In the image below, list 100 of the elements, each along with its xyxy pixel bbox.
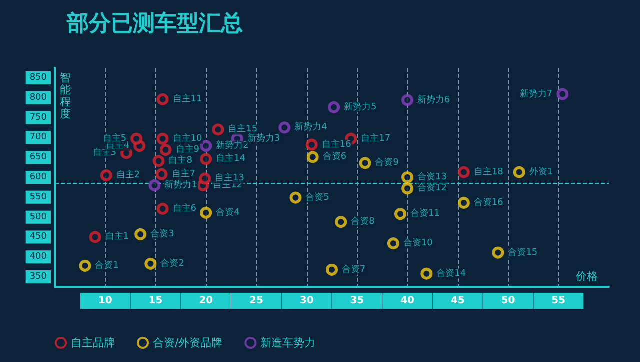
point — [156, 168, 168, 180]
y-tick-label: 650 — [30, 152, 48, 163]
x-tick-label: 35 — [350, 296, 364, 306]
point — [387, 238, 400, 250]
data-label: 自主18 — [474, 166, 504, 178]
x-tick-label: 25 — [249, 296, 264, 306]
point — [290, 192, 302, 204]
point — [328, 101, 340, 114]
data-label: 自主4 — [106, 140, 130, 152]
data-label: 新势力4 — [294, 122, 328, 133]
point — [156, 93, 169, 106]
data-label: 自主17 — [361, 132, 391, 144]
data-label: 合资6 — [322, 151, 347, 162]
data-label: 自主2 — [116, 170, 140, 181]
data-label: 新势力5 — [344, 101, 377, 112]
data-label: 自主10 — [172, 132, 203, 144]
point — [402, 172, 414, 184]
y-tick-label: 400 — [30, 252, 48, 262]
data-label: 自主9 — [176, 144, 200, 156]
point — [144, 258, 157, 270]
point — [160, 144, 172, 156]
point — [130, 132, 143, 145]
point — [89, 231, 102, 244]
point — [402, 182, 414, 195]
data-label: 自主11 — [172, 93, 202, 104]
point — [306, 151, 319, 164]
chart-title: 部分已测车型汇总 — [66, 10, 243, 36]
point — [200, 206, 212, 219]
data-label: 自主3 — [92, 147, 117, 158]
data-label: 合资8 — [351, 216, 376, 228]
data-label: 自主16 — [322, 138, 352, 150]
data-label: 合资4 — [216, 206, 240, 218]
data-label: 新势力6 — [418, 94, 451, 106]
point — [148, 179, 161, 192]
point — [556, 88, 569, 100]
legend-label: 新造车势力 — [260, 336, 316, 350]
point — [420, 268, 433, 280]
data-label: 合资2 — [160, 258, 184, 269]
point — [335, 216, 348, 228]
y-tick-label: 500 — [30, 212, 48, 222]
data-label: 新势力2 — [216, 140, 249, 152]
point — [134, 228, 147, 240]
point — [458, 196, 470, 209]
x-tick-label: 10 — [98, 296, 112, 306]
data-label: 合资7 — [342, 264, 366, 275]
data-label: 自主8 — [168, 155, 193, 166]
y-tick-label: 750 — [30, 112, 48, 123]
point — [200, 140, 212, 152]
point — [152, 155, 165, 168]
point — [326, 264, 338, 276]
point — [156, 132, 169, 145]
data-label: 新势力7 — [520, 88, 553, 100]
point — [306, 138, 318, 151]
data-label: 合资16 — [474, 196, 504, 208]
point — [513, 166, 526, 178]
point — [359, 157, 372, 170]
data-label: 新势力3 — [247, 132, 280, 144]
legend-label: 自主品牌 — [71, 336, 115, 350]
data-label: 自主15 — [228, 124, 258, 135]
data-label: 合资1 — [95, 260, 119, 271]
point — [100, 170, 112, 182]
data-label: 合资12 — [418, 182, 447, 194]
y-tick-label: 700 — [30, 132, 48, 143]
y-tick-label: 600 — [30, 172, 48, 182]
x-tick-label: 40 — [400, 296, 415, 306]
data-label: 外资1 — [529, 166, 554, 178]
x-tick-label: 45 — [450, 296, 465, 306]
y-tick-label: 850 — [30, 72, 48, 83]
point — [200, 153, 212, 166]
y-axis-title: 智能程度 — [60, 72, 71, 120]
y-tick-label: 350 — [30, 272, 48, 282]
data-label: 合资5 — [306, 192, 330, 203]
legend-label: 合资/外资品牌 — [153, 336, 223, 350]
data-label: 自主14 — [216, 153, 246, 164]
x-tick-label: 50 — [501, 296, 516, 306]
x-tick-label: 30 — [300, 296, 314, 306]
point — [492, 246, 504, 259]
data-label: 合资14 — [436, 268, 466, 279]
x-tick-label: 15 — [148, 296, 163, 306]
data-label: 合资9 — [375, 157, 400, 168]
point — [394, 208, 406, 220]
data-label: 自主1 — [105, 231, 130, 242]
point — [199, 172, 212, 185]
point — [212, 124, 224, 136]
y-tick-label: 450 — [30, 232, 48, 242]
x-axis-title: 价格 — [575, 270, 598, 283]
data-label: 合资10 — [403, 238, 434, 249]
x-tick-label: 55 — [552, 296, 566, 306]
data-label: 自主12 — [213, 179, 243, 190]
data-label: 新势力1 — [164, 179, 198, 190]
data-label: 自主5 — [102, 132, 127, 144]
point — [278, 122, 291, 134]
point — [402, 94, 414, 106]
data-label: 合资15 — [508, 246, 538, 258]
x-tick-label: 20 — [199, 296, 214, 306]
data-label: 合资11 — [410, 208, 440, 220]
data-label: 自主6 — [172, 202, 197, 214]
point — [458, 166, 470, 178]
y-tick-label: 550 — [30, 192, 48, 202]
data-label: 合资3 — [150, 228, 174, 240]
